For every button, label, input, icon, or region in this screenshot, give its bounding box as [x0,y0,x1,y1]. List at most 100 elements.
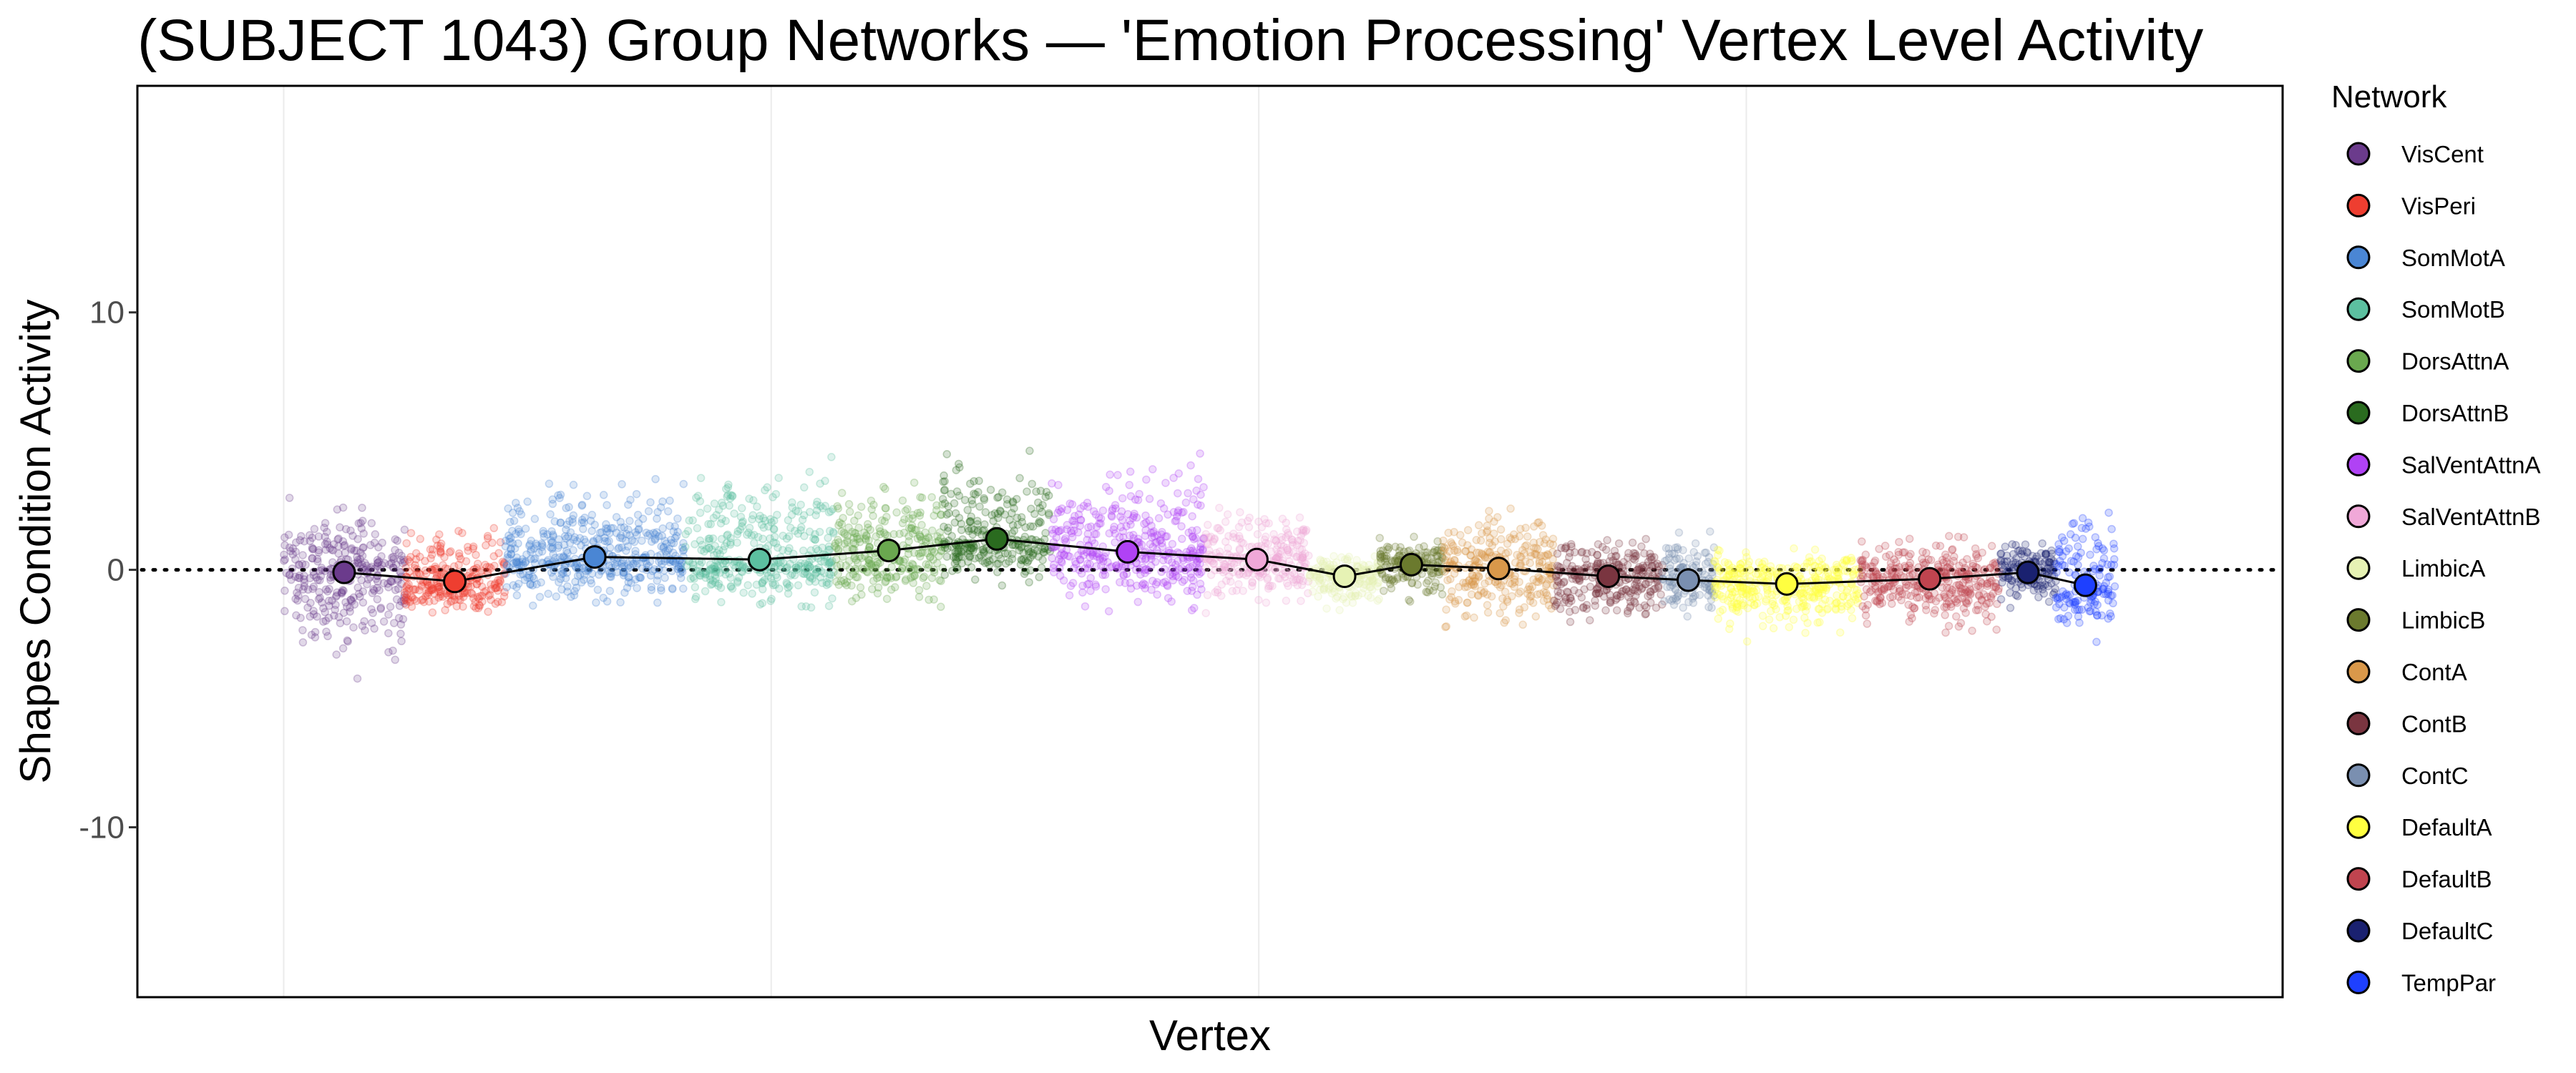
vertex-point-limbicb [1415,544,1423,552]
vertex-point-visperi [406,529,416,537]
vertex-point-viscent [292,611,301,620]
vertex-point-sommotb [804,564,812,574]
vertex-point-visperi [416,552,424,562]
vertex-point-defaultb [1944,622,1953,630]
vertex-point-dorsattna [883,573,892,582]
vertex-point-sommotb [711,564,720,573]
vertex-point-dorsattna [852,573,861,582]
vertex-point-salventattnb [1234,570,1244,579]
vertex-point-dorsattnb [1035,517,1044,526]
vertex-point-salventattna [1110,522,1118,531]
vertex-point-sommota [537,578,545,587]
vertex-point-sommota [660,566,668,575]
vertex-point-sommota [507,545,515,554]
vertex-point-sommotb [794,561,803,570]
vertex-point-sommotb [801,567,809,577]
vertex-point-viscent [339,608,348,617]
vertex-point-defaulta [1814,567,1823,576]
vertex-point-dorsattnb [942,552,952,561]
vertex-point-viscent [333,505,342,514]
vertex-point-viscent [397,597,406,606]
vertex-point-sommota [523,573,532,582]
vertex-point-visperi [434,571,444,579]
vertex-point-sommota [590,520,599,529]
vertex-point-sommota [535,548,543,557]
vertex-point-defaultc [2044,597,2054,607]
vertex-point-defaultb [1905,552,1913,561]
vertex-point-salventattnb [1260,514,1269,524]
vertex-point-sommota [658,497,667,506]
vertex-point-sommota [568,518,577,527]
vertex-point-defaulta [1818,554,1826,563]
vertex-point-contb [1598,542,1607,552]
vertex-point-sommota [557,585,566,594]
vertex-point-temppar [2055,599,2064,609]
vertex-point-visperi [401,600,411,609]
vertex-point-conta [1534,577,1543,587]
vertex-point-defaulta [1821,563,1830,572]
vertex-point-visperi [412,597,421,605]
vertex-point-defaulta [1714,614,1722,623]
vertex-point-viscent [309,544,318,554]
vertex-point-sommotb [786,524,795,532]
vertex-point-dorsattna [845,564,854,574]
vertex-point-sommotb [799,511,809,520]
vertex-point-sommotb [825,570,834,579]
vertex-point-sommota [670,534,680,542]
vertex-point-visperi [471,597,479,607]
vertex-point-sommotb [685,516,693,525]
vertex-point-visperi [436,547,445,557]
vertex-point-visperi [477,592,487,600]
vertex-point-sommota [657,542,665,551]
vertex-point-sommotb [766,534,774,543]
vertex-point-viscent [384,579,392,588]
vertex-point-sommota [627,579,635,587]
vertex-point-defaulta [1758,622,1767,631]
vertex-point-dorsattna [839,576,849,584]
vertex-point-sommota [584,566,592,575]
vertex-point-sommota [653,576,662,585]
vertex-point-limbica [1319,557,1328,566]
vertex-point-sommotb [768,579,777,587]
vertex-point-salventattna [1160,564,1169,574]
vertex-point-sommotb [792,565,801,574]
vertex-point-sommotb [716,519,726,528]
vertex-point-salventattna [1172,516,1181,525]
vertex-point-sommotb [771,580,780,589]
vertex-point-sommota [525,540,535,549]
vertex-point-visperi [445,548,454,557]
vertex-point-contc [1679,559,1688,567]
vertex-point-viscent [374,543,383,552]
vertex-point-salventattna [1136,570,1145,579]
vertex-point-salventattna [1061,534,1070,543]
vertex-point-viscent [334,534,343,543]
vertex-point-visperi [463,542,472,552]
vertex-point-defaulta [1825,597,1834,605]
vertex-point-sommotb [804,562,813,570]
vertex-point-sommotb [739,588,748,597]
vertex-point-dorsattna [904,514,914,523]
vertex-point-sommota [672,531,681,541]
vertex-point-salventattna [1151,580,1161,589]
vertex-point-sommotb [804,560,812,569]
vertex-point-salventattna [1141,531,1150,540]
vertex-point-visperi [447,547,455,556]
vertex-point-conta [1456,531,1465,539]
vertex-point-viscent [317,564,326,572]
vertex-point-sommota [636,573,645,582]
vertex-point-dorsattnb [975,476,983,485]
legend-item-salventattnb: SalVentAttnB [2346,504,2540,530]
vertex-point-sommota [600,534,609,542]
vertex-point-visperi [474,601,484,609]
vertex-point-visperi [472,604,480,612]
vertex-point-dorsattna [917,549,925,557]
vertex-point-visperi [429,566,437,574]
vertex-point-salventattnb [1201,564,1210,573]
vertex-point-dorsattna [924,533,932,542]
vertex-point-sommotb [779,531,787,540]
vertex-point-defaulta [1803,619,1812,627]
vertex-point-sommota [624,578,633,587]
vertex-point-sommotb [787,511,796,519]
vertex-point-viscent [338,503,348,512]
vertex-point-sommotb [791,563,801,572]
